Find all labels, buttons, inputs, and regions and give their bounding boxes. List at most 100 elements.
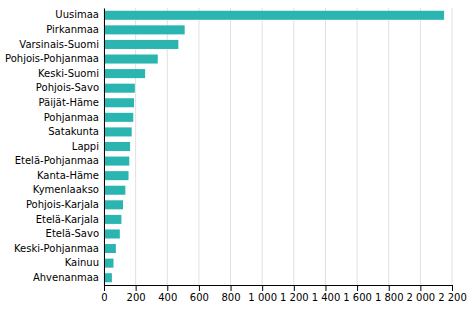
category-label: Keski-Pohjanmaa [14,243,99,254]
bar [104,229,120,238]
bar [104,142,130,151]
y-tick: Etelä-Savo [46,228,104,239]
grid-line [293,8,294,285]
tick-mark [357,285,358,291]
y-tick: Keski-Pohjanmaa [14,243,104,254]
chart-container: 02004006008001 0001 2001 4001 6001 8002 … [0,0,473,309]
tick-label: 0 [101,292,107,303]
grid-line [452,8,453,285]
tick-label: 1 800 [375,292,404,303]
bar [104,40,178,49]
category-label: Etelä-Pohjanmaa [15,155,99,166]
category-label: Kymenlaakso [33,184,99,195]
y-tick: Kanta-Häme [37,170,104,181]
x-tick: 1 200 [280,285,309,303]
category-label: Pohjois-Pohjanmaa [5,53,99,64]
x-axis: 02004006008001 0001 2001 4001 6001 8002 … [101,285,467,303]
tick-mark [167,285,168,291]
tick-mark [389,285,390,291]
category-label: Etelä-Karjala [36,214,99,225]
category-label: Päijät-Häme [39,97,99,108]
bar [104,55,158,64]
tick-label: 1 000 [248,292,277,303]
y-tick: Etelä-Karjala [36,214,104,225]
y-tick: Pohjois-Pohjanmaa [5,53,104,64]
category-label: Uusimaa [55,9,99,20]
y-tick: Etelä-Pohjanmaa [15,155,104,166]
bar [104,259,113,268]
tick-label: 600 [190,292,209,303]
grid-line [262,8,263,285]
grid-line [135,8,136,285]
tick-label: 1 200 [280,292,309,303]
bar [104,69,145,78]
tick-label: 1 600 [343,292,372,303]
tick-mark [136,285,137,291]
grid-line [198,8,199,285]
x-tick: 200 [127,285,146,303]
axis-line [105,286,453,292]
bar [104,98,134,107]
category-label: Lappi [72,141,99,152]
y-tick: Kainuu [65,257,104,268]
y-tick: Keski-Suomi [38,68,104,79]
tick-mark [231,285,232,291]
grid-line [325,8,326,285]
y-axis: Ahvenanmaa Kainuu Keski-Pohjanmaa Etelä-Sav… [5,9,105,286]
bar [104,215,121,224]
y-tick: Pohjois-Karjala [26,199,104,210]
tick-mark [420,285,421,291]
grid-line [230,8,231,285]
bar [104,25,185,34]
tick-mark [325,285,326,291]
tick-mark [199,285,200,291]
category-label: Pohjois-Savo [36,82,99,93]
bar [104,244,116,253]
bar [104,186,125,195]
x-tick: 400 [158,285,177,303]
y-tick: Pohjois-Savo [36,82,104,93]
category-label: Etelä-Savo [46,228,99,239]
tick-mark [104,285,105,291]
category-label: Satakunta [48,126,99,137]
tick-label: 2 200 [438,292,467,303]
x-tick: 1 000 [248,285,277,303]
y-tick: Päijät-Häme [39,97,104,108]
bar [104,127,132,136]
plot-area: 02004006008001 0001 2001 4001 6001 8002 … [5,8,467,303]
category-label: Ahvenanmaa [33,272,99,283]
grid [104,8,452,285]
grid-line [420,8,421,285]
grid-line [357,8,358,285]
y-tick: Varsinais-Suomi [19,39,104,50]
x-tick: 1 800 [375,285,404,303]
y-tick: Lappi [72,141,104,152]
tick-label: 1 400 [312,292,341,303]
tick-label: 200 [127,292,146,303]
grid-line [167,8,168,285]
chart-svg: 02004006008001 0001 2001 4001 6001 8002 … [0,0,473,309]
bar [104,157,129,166]
grid-line [104,8,105,285]
y-tick: Kymenlaakso [33,184,104,195]
bar [104,113,133,122]
tick-mark [452,285,453,291]
bar [104,200,123,209]
x-tick: 1 600 [343,285,372,303]
category-label: Pirkanmaa [46,24,99,35]
x-tick: 1 400 [312,285,341,303]
x-tick: 800 [221,285,240,303]
tick-mark [294,285,295,291]
category-label: Pohjanmaa [44,112,99,123]
tick-mark [262,285,263,291]
x-tick: 0 [101,285,107,303]
tick-label: 800 [221,292,240,303]
x-tick: 2 000 [407,285,436,303]
y-tick: Satakunta [48,126,104,137]
category-label: Keski-Suomi [38,68,99,79]
y-tick: Pohjanmaa [44,112,104,123]
bar [104,11,444,20]
x-tick: 2 200 [438,285,467,303]
category-label: Kainuu [65,257,99,268]
axis-line [104,9,105,286]
